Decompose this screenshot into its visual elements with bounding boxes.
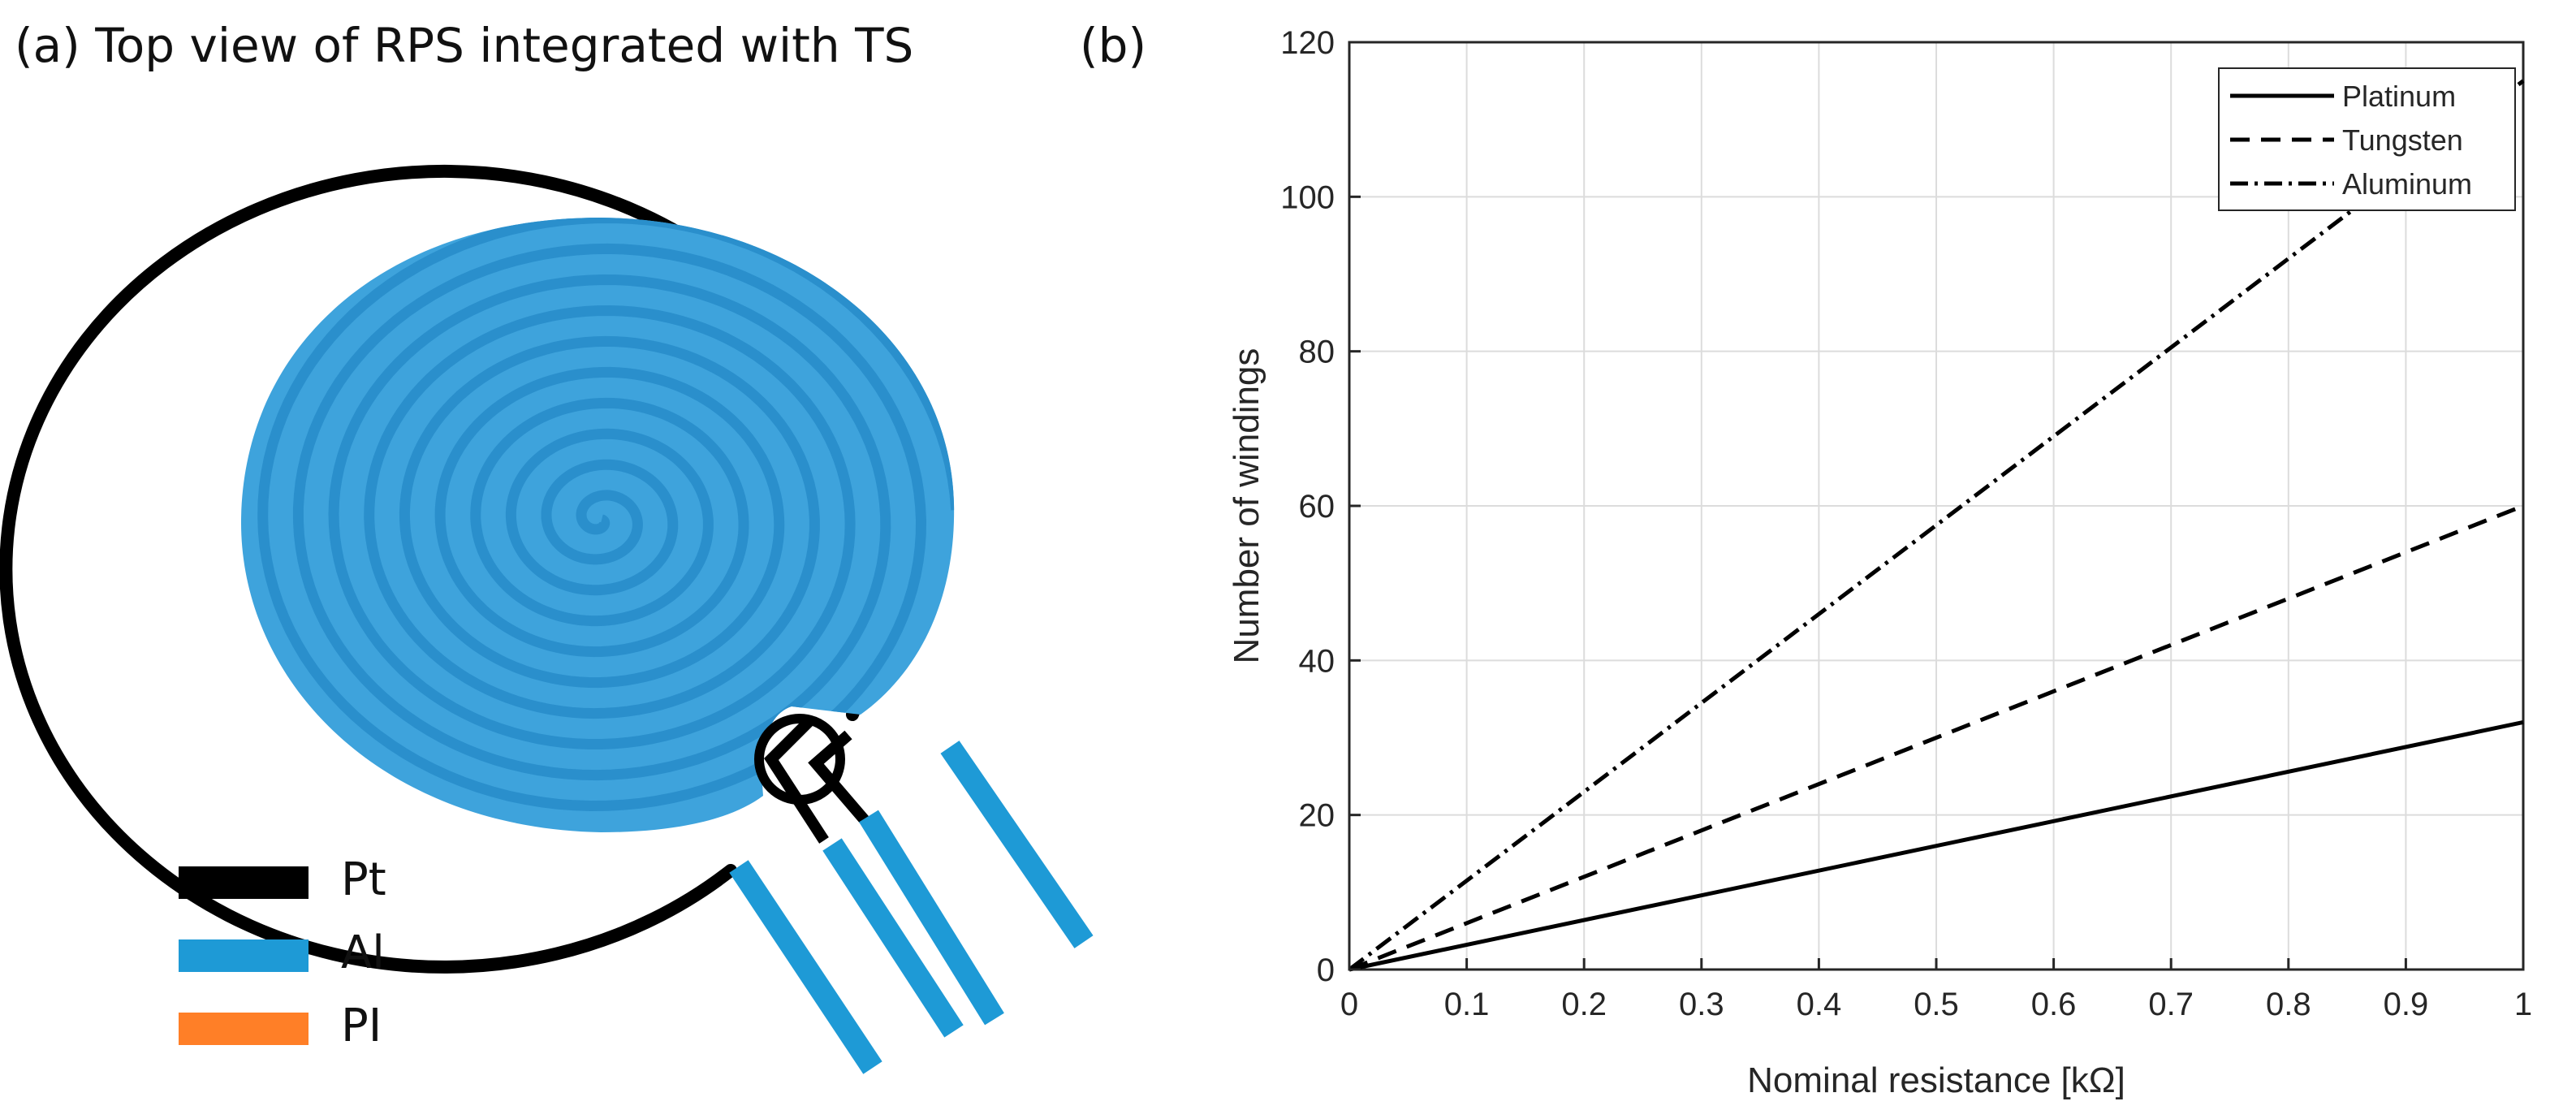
x-tick-label: 0 bbox=[1340, 987, 1358, 1022]
legend-item-pi: PI bbox=[179, 1000, 438, 1052]
legend-swatch-pi bbox=[179, 1013, 309, 1045]
series-legend: Platinum Tungsten Aluminum bbox=[2218, 67, 2516, 211]
al-electrode-4 bbox=[940, 741, 1094, 948]
legend-label-platinum: Platinum bbox=[2342, 80, 2456, 113]
legend-swatch-pt bbox=[179, 866, 309, 899]
x-tick-label: 0.7 bbox=[2148, 987, 2194, 1022]
legend-label-pt: Pt bbox=[341, 853, 386, 906]
y-tick-label: 40 bbox=[1299, 643, 1335, 679]
series-line-aluminum bbox=[1348, 79, 2525, 971]
x-tick-label: 0.1 bbox=[1444, 987, 1490, 1022]
legend-label-al: Al bbox=[341, 926, 385, 979]
sensor-illustration bbox=[0, 164, 1094, 1074]
y-tick-label: 0 bbox=[1317, 952, 1335, 988]
y-tick-label: 20 bbox=[1299, 798, 1335, 834]
x-tick-label: 0.2 bbox=[1561, 987, 1607, 1022]
legend-swatch-al bbox=[179, 939, 309, 972]
x-tick-label: 0.9 bbox=[2384, 987, 2429, 1022]
pt-lead-1 bbox=[764, 715, 829, 844]
series-line-platinum bbox=[1348, 720, 2524, 972]
x-tick-label: 0.3 bbox=[1679, 987, 1724, 1022]
al-spiral bbox=[240, 218, 955, 832]
y-axis-label: Number of windings bbox=[1227, 348, 1266, 664]
x-tick-label: 0.5 bbox=[1914, 987, 1959, 1022]
legend-label-tungsten: Tungsten bbox=[2342, 123, 2463, 157]
y-tick-label: 120 bbox=[1280, 25, 1335, 61]
al-electrode-1 bbox=[729, 860, 882, 1074]
x-tick-label: 0.6 bbox=[2031, 987, 2077, 1022]
series-line-tungsten bbox=[1348, 503, 2524, 972]
y-tick-label: 80 bbox=[1299, 335, 1335, 370]
panel-a-title: (a) Top view of RPS integrated with TS bbox=[15, 18, 914, 73]
x-tick-label: 0.4 bbox=[1797, 987, 1842, 1022]
x-ticks: 0 0.1 0.2 0.3 0.4 0.5 0.6 0.7 0.8 0.9 1 bbox=[1340, 958, 2532, 1022]
x-tick-label: 0.8 bbox=[2266, 987, 2311, 1022]
y-tick-label: 100 bbox=[1280, 179, 1335, 215]
pt-lead-2 bbox=[808, 730, 869, 824]
legend-label-pi: PI bbox=[341, 1000, 382, 1052]
x-axis-label: Nominal resistance [kΩ] bbox=[1747, 1060, 2125, 1100]
y-ticks: 0 20 40 60 80 100 120 bbox=[1280, 25, 1361, 988]
series-layer bbox=[1348, 79, 2525, 972]
panel-b-label: (b) bbox=[1080, 18, 1147, 73]
y-tick-label: 60 bbox=[1299, 489, 1335, 525]
al-electrode-2 bbox=[822, 838, 964, 1038]
legend-label-aluminum: Aluminum bbox=[2342, 167, 2472, 201]
legend-item-pt: Pt bbox=[179, 853, 438, 906]
x-tick-label: 1 bbox=[2514, 987, 2532, 1022]
legend-item-al: Al bbox=[179, 926, 438, 979]
al-electrode-3 bbox=[859, 810, 1004, 1026]
